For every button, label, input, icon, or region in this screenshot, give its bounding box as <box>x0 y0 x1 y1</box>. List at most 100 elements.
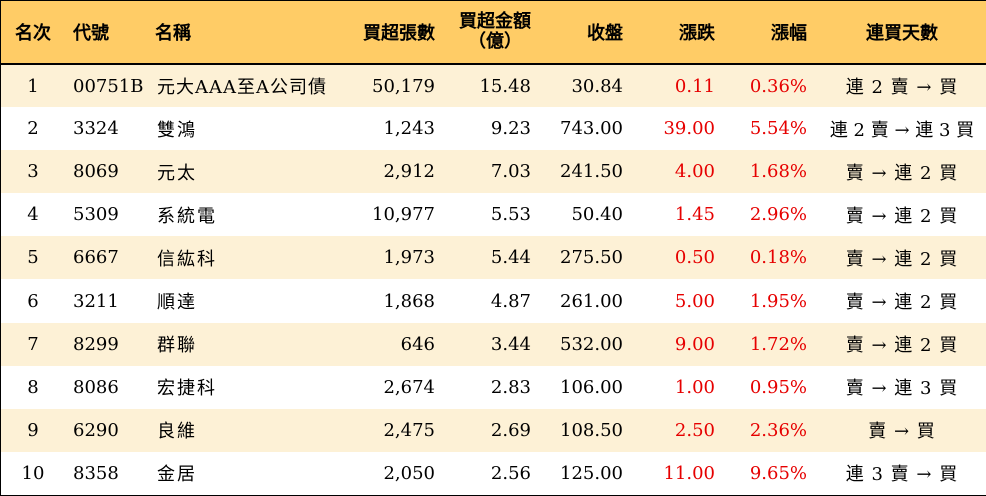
streak-cell: 賣 → 連 2 買 <box>845 162 959 184</box>
table-row: 10 8358 金居 2,050 2.56 125.00 11.00 9.65%… <box>1 451 986 495</box>
net-buy-amount-cell: 5.53 <box>490 204 531 226</box>
rank-cell: 1 <box>27 75 39 97</box>
streak-cell: 賣 → 連 3 買 <box>845 378 959 400</box>
streak-cell: 賣 → 連 2 買 <box>845 335 959 357</box>
name-cell: 雙鴻 <box>157 119 197 141</box>
change-cell: 5.00 <box>674 290 715 312</box>
name-cell: 元太 <box>157 162 197 184</box>
table-row: 8 8086 宏捷科 2,674 2.83 106.00 1.00 0.95% … <box>1 365 986 409</box>
name-cell: 信紘科 <box>157 248 217 270</box>
rank-cell: 7 <box>27 333 39 355</box>
table-row: 5 6667 信紘科 1,973 5.44 275.50 0.50 0.18% … <box>1 236 986 280</box>
close-cell: 275.50 <box>560 247 623 269</box>
close-cell: 108.50 <box>560 419 623 441</box>
name-cell: 宏捷科 <box>157 378 217 400</box>
close-cell: 125.00 <box>560 462 623 484</box>
code-cell: 6667 <box>73 247 119 269</box>
rank-cell: 9 <box>27 419 39 441</box>
code-cell: 8069 <box>73 161 119 183</box>
streak-cell: 賣 → 連 2 買 <box>845 248 959 270</box>
change-pct-cell: 2.36% <box>749 419 807 441</box>
net-buy-lots-cell: 1,868 <box>383 290 435 312</box>
name-cell: 群聯 <box>157 335 197 357</box>
code-cell: 3211 <box>73 290 119 312</box>
code-cell: 8358 <box>73 462 119 484</box>
header-net-buy-amount-unit: （億） <box>468 31 522 52</box>
net-buy-lots-cell: 1,243 <box>383 118 435 140</box>
header-net-buy-lots: 買超張數 <box>363 23 435 44</box>
rank-cell: 6 <box>27 290 39 312</box>
streak-cell: 賣 → 買 <box>868 421 936 443</box>
name-cell: 元大AAA至A公司債 <box>157 77 327 99</box>
change-cell: 11.00 <box>663 462 715 484</box>
net-buy-amount-cell: 2.56 <box>490 462 531 484</box>
net-buy-amount-cell: 2.83 <box>490 376 531 398</box>
rank-cell: 4 <box>27 204 39 226</box>
change-cell: 0.50 <box>674 247 715 269</box>
header-code: 代號 <box>73 23 109 44</box>
header-row: 名次 代號 名稱 買超張數 買超金額 （億） 收盤 漲跌 漲幅 連買天數 <box>1 1 986 64</box>
rank-cell: 3 <box>27 161 39 183</box>
code-cell: 8086 <box>73 376 119 398</box>
streak-cell: 連 2 賣 → 買 <box>845 77 959 99</box>
change-cell: 39.00 <box>663 118 715 140</box>
net-buy-amount-cell: 15.48 <box>479 75 531 97</box>
table-row: 1 00751B 元大AAA至A公司債 50,179 15.48 30.84 0… <box>1 64 986 108</box>
change-pct-cell: 9.65% <box>749 462 807 484</box>
change-pct-cell: 1.68% <box>749 161 807 183</box>
close-cell: 241.50 <box>560 161 623 183</box>
close-cell: 261.00 <box>560 290 623 312</box>
close-cell: 106.00 <box>560 376 623 398</box>
close-cell: 50.40 <box>571 204 623 226</box>
net-buy-amount-cell: 2.69 <box>490 419 531 441</box>
name-cell: 金居 <box>157 464 197 486</box>
net-buy-amount-cell: 4.87 <box>490 290 531 312</box>
net-buy-amount-cell: 9.23 <box>490 118 531 140</box>
rank-cell: 5 <box>27 247 39 269</box>
table-row: 2 3324 雙鴻 1,243 9.23 743.00 39.00 5.54% … <box>1 107 986 151</box>
header-net-buy-amount: 買超金額 （億） <box>445 1 541 64</box>
net-buy-lots-cell: 10,977 <box>372 204 435 226</box>
streak-cell: 賣 → 連 2 買 <box>845 292 959 314</box>
code-cell: 5309 <box>73 204 119 226</box>
code-cell: 3324 <box>73 118 119 140</box>
streak-cell: 連 2 賣 → 連 3 買 <box>829 119 975 141</box>
change-cell: 2.50 <box>674 419 715 441</box>
header-name: 名稱 <box>155 23 191 44</box>
change-cell: 1.00 <box>674 376 715 398</box>
rank-cell: 8 <box>27 376 39 398</box>
change-pct-cell: 1.95% <box>749 290 807 312</box>
name-cell: 系統電 <box>157 205 217 227</box>
rank-cell: 10 <box>21 462 45 484</box>
change-cell: 4.00 <box>674 161 715 183</box>
change-pct-cell: 5.54% <box>749 118 807 140</box>
code-cell: 8299 <box>73 333 119 355</box>
streak-cell: 賣 → 連 2 買 <box>845 205 959 227</box>
table-row: 7 8299 群聯 646 3.44 532.00 9.00 1.72% 賣 →… <box>1 322 986 366</box>
net-buy-lots-cell: 646 <box>400 333 435 355</box>
net-buy-lots-cell: 2,050 <box>383 462 435 484</box>
header-net-buy-amount-title: 買超金額 <box>459 11 531 32</box>
header-close: 收盤 <box>587 23 623 44</box>
change-pct-cell: 0.95% <box>749 376 807 398</box>
close-cell: 532.00 <box>560 333 623 355</box>
change-pct-cell: 0.36% <box>749 75 807 97</box>
rank-cell: 2 <box>27 118 39 140</box>
change-pct-cell: 2.96% <box>749 204 807 226</box>
net-buy-lots-cell: 2,912 <box>383 161 435 183</box>
code-cell: 00751B <box>73 75 144 97</box>
streak-cell: 連 3 賣 → 買 <box>845 464 959 486</box>
net-buy-lots-cell: 1,973 <box>383 247 435 269</box>
net-buy-lots-cell: 50,179 <box>372 75 435 97</box>
table-row: 6 3211 順達 1,868 4.87 261.00 5.00 1.95% 賣… <box>1 279 986 323</box>
name-cell: 良維 <box>157 421 197 443</box>
header-change-pct: 漲幅 <box>771 23 807 44</box>
header-change: 漲跌 <box>679 23 715 44</box>
net-buy-amount-cell: 7.03 <box>490 161 531 183</box>
table-row: 4 5309 系統電 10,977 5.53 50.40 1.45 2.96% … <box>1 193 986 237</box>
close-cell: 743.00 <box>560 118 623 140</box>
net-buy-lots-cell: 2,475 <box>383 419 435 441</box>
header-streak: 連買天數 <box>866 23 938 44</box>
